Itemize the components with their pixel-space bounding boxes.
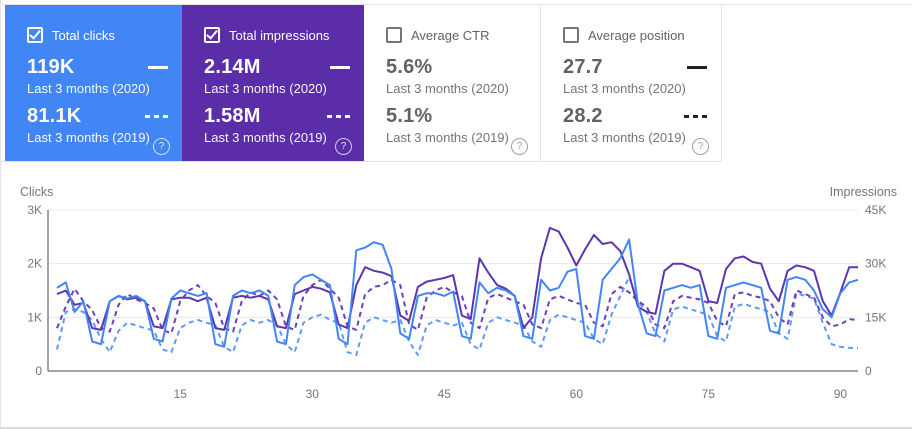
previous-value: 5.1% (386, 105, 433, 127)
card-total-clicks[interactable]: Total clicks 119K Last 3 months (2020) 8… (5, 5, 182, 161)
current-period: Last 3 months (2020) (563, 81, 686, 96)
x-axis-tick: 45 (438, 387, 452, 401)
metric-cards-row: Total clicks 119K Last 3 months (2020) 8… (5, 5, 722, 161)
left-axis-tick: 1K (27, 310, 42, 324)
previous-value: 81.1K (27, 105, 82, 127)
current-value-row: 119K (27, 56, 182, 79)
left-axis-tick: 2K (27, 257, 42, 271)
current-value: 5.6% (386, 56, 433, 78)
current-value: 27.7 (563, 56, 603, 78)
average-ctr-checkbox[interactable] (386, 27, 402, 43)
series-dashed-left (56, 276, 858, 356)
card-average-ctr[interactable]: Average CTR 5.6% Last 3 months (2020) 5.… (364, 5, 541, 161)
x-axis-tick: 30 (306, 387, 320, 401)
right-axis-tick: 30K (865, 257, 886, 271)
help-icon[interactable]: ? (153, 138, 170, 155)
card-average-position[interactable]: Average position 27.7 Last 3 months (202… (541, 5, 722, 161)
right-axis-tick: 0 (865, 364, 872, 378)
total-clicks-checkbox[interactable] (27, 27, 43, 43)
metric-label: Average position (588, 27, 685, 43)
page-bottom-border (0, 427, 912, 429)
card-total-impressions[interactable]: Total impressions 2.14M Last 3 months (2… (182, 5, 364, 161)
current-value-row: 5.6% (386, 56, 540, 79)
previous-period: Last 3 months (2019) (204, 130, 327, 145)
previous-value-row: 1.58M (204, 105, 364, 128)
current-period: Last 3 months (2020) (386, 81, 509, 96)
x-axis-tick: 15 (174, 387, 188, 401)
solid-line-swatch-icon (687, 66, 707, 69)
solid-line-swatch-icon (148, 66, 168, 69)
current-value-row: 27.7 (563, 56, 721, 79)
metric-header: Average position (563, 27, 721, 43)
performance-line-chart[interactable]: 0 0 1K 15K 2K 30K 3K 45K Clicks Impressions 15 30 45… (0, 174, 912, 429)
metric-header: Total clicks (27, 27, 182, 43)
series-solid-right (56, 226, 858, 331)
page-left-border (0, 0, 1, 429)
series-solid-left (56, 238, 859, 348)
x-axis-tick: 60 (570, 387, 584, 401)
cards-bottom-border (0, 161, 722, 162)
series-dashed-right (56, 278, 859, 335)
help-icon[interactable]: ? (692, 138, 709, 155)
right-axis-tick: 45K (865, 203, 886, 217)
previous-period: Last 3 months (2019) (386, 130, 509, 145)
cards-top-border (0, 4, 912, 5)
right-axis-label: Impressions (830, 185, 897, 199)
average-position-checkbox[interactable] (563, 27, 579, 43)
previous-value-row: 28.2 (563, 105, 721, 128)
right-axis-tick: 15K (865, 310, 886, 324)
left-axis-label: Clicks (20, 185, 53, 199)
current-value-row: 2.14M (204, 56, 364, 79)
dashed-line-swatch-icon (327, 115, 350, 118)
metric-label: Total clicks (52, 27, 115, 43)
solid-line-swatch-icon (330, 66, 350, 69)
x-axis-tick: 90 (834, 387, 848, 401)
left-axis-tick: 0 (35, 364, 42, 378)
metric-header: Total impressions (204, 27, 364, 43)
previous-period: Last 3 months (2019) (27, 130, 150, 145)
previous-value-row: 81.1K (27, 105, 182, 128)
left-axis-tick: 3K (27, 203, 42, 217)
previous-value: 1.58M (204, 105, 261, 127)
current-period: Last 3 months (2020) (27, 81, 150, 96)
total-impressions-checkbox[interactable] (204, 27, 220, 43)
metric-label: Average CTR (411, 27, 490, 43)
previous-value-row: 5.1% (386, 105, 540, 128)
help-icon[interactable]: ? (511, 138, 528, 155)
metric-header: Average CTR (386, 27, 540, 43)
previous-value: 28.2 (563, 105, 603, 127)
current-value: 119K (27, 56, 75, 78)
metric-label: Total impressions (229, 27, 330, 43)
dashed-line-swatch-icon (145, 115, 168, 118)
current-period: Last 3 months (2020) (204, 81, 327, 96)
dashed-line-swatch-icon (684, 115, 707, 118)
previous-period: Last 3 months (2019) (563, 130, 686, 145)
current-value: 2.14M (204, 56, 261, 78)
x-axis-tick: 75 (702, 387, 716, 401)
help-icon[interactable]: ? (335, 138, 352, 155)
